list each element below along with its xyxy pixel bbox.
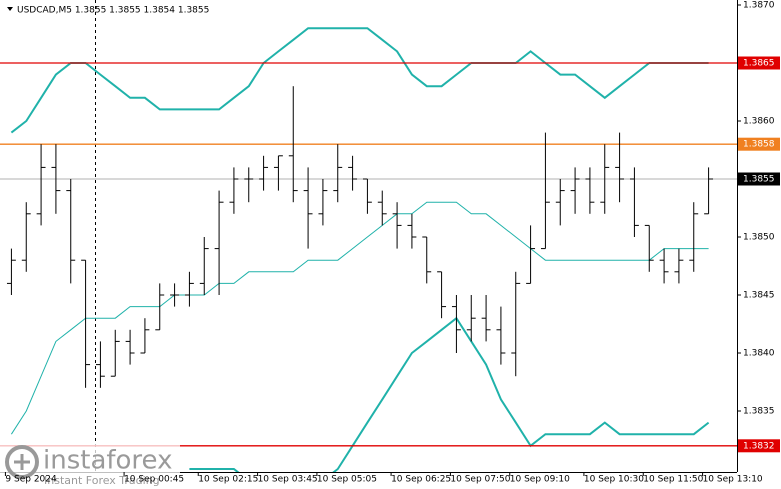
x-tick-label: 10 Sep 05:05 bbox=[317, 475, 377, 485]
chart-title: USDCAD,M5 1.3855 1.3855 1.3854 1.3855 bbox=[17, 6, 209, 16]
brand: instaforex bbox=[43, 446, 172, 476]
y-tick-label: 1.3870 bbox=[743, 1, 775, 11]
y-tick-label: 1.3835 bbox=[743, 407, 775, 417]
y-tick-label: 1.3845 bbox=[743, 291, 775, 301]
level-box bbox=[738, 137, 780, 151]
x-tick-label: 10 Sep 13:10 bbox=[703, 475, 763, 485]
level-label: 1.3832 bbox=[743, 441, 775, 451]
level-box bbox=[738, 56, 780, 70]
level-box bbox=[738, 172, 780, 186]
tagline: Instant Forex Trading bbox=[44, 474, 160, 487]
x-tick-label: 10 Sep 06:25 bbox=[391, 475, 451, 485]
x-tick-label: 10 Sep 02:15 bbox=[198, 475, 258, 485]
level-label: 1.3865 bbox=[743, 59, 775, 69]
level-label: 1.3858 bbox=[743, 140, 775, 150]
x-tick-label: 10 Sep 00:45 bbox=[124, 475, 184, 485]
y-tick-label: 1.3860 bbox=[743, 117, 775, 127]
x-tick-label: 10 Sep 10:30 bbox=[584, 475, 644, 485]
symbol-marker bbox=[7, 7, 13, 11]
level-box bbox=[738, 439, 780, 453]
x-tick-label: 10 Sep 03:45 bbox=[258, 475, 318, 485]
watermark: instaforex Instant Forex Trading bbox=[0, 444, 180, 489]
y-tick-label: 1.3850 bbox=[743, 233, 775, 243]
level-label: 1.3855 bbox=[743, 175, 775, 185]
x-tick-label: 10 Sep 11:50 bbox=[643, 475, 703, 485]
logo-mark bbox=[14, 454, 30, 470]
x-tick-label: 9 Sep 2024 bbox=[5, 475, 57, 485]
plot-area bbox=[0, 27, 737, 472]
band-line bbox=[10, 201, 709, 435]
x-tick-label: 10 Sep 07:50 bbox=[450, 475, 510, 485]
x-tick-label: 10 Sep 09:10 bbox=[510, 475, 570, 485]
logo bbox=[5, 445, 39, 479]
y-tick-label: 1.3840 bbox=[743, 349, 775, 359]
band-line bbox=[10, 27, 709, 134]
band-line bbox=[189, 316, 710, 472]
